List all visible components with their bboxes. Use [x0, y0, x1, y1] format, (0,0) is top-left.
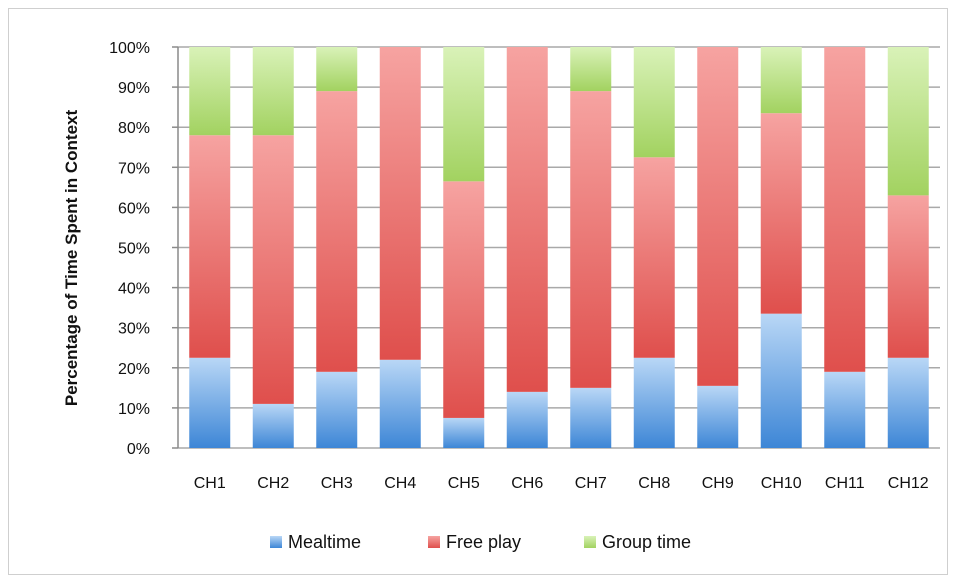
legend-label: Free play — [446, 532, 521, 552]
bar-mealtime — [379, 359, 421, 448]
y-tick-label: 10% — [118, 401, 150, 418]
bar-free-play — [379, 47, 421, 360]
bar-mealtime — [252, 403, 294, 448]
x-tick-label: CH6 — [511, 475, 543, 492]
bar-group-time — [760, 47, 802, 114]
legend-label: Group time — [602, 532, 691, 552]
bar-mealtime — [189, 357, 231, 448]
bar-free-play — [443, 181, 485, 418]
bar-group-time — [633, 47, 675, 158]
y-tick-label: 60% — [118, 200, 150, 217]
y-tick-label: 20% — [118, 361, 150, 378]
bars — [189, 47, 929, 448]
x-tick-label: CH3 — [321, 475, 353, 492]
bar-free-play — [824, 47, 866, 372]
y-tick-label: 50% — [118, 241, 150, 258]
x-tick-label: CH1 — [194, 475, 226, 492]
bar-free-play — [570, 91, 612, 388]
bar-group-time — [570, 47, 612, 92]
bar-mealtime — [316, 371, 358, 448]
y-tick-label: 90% — [118, 80, 150, 97]
bar-free-play — [506, 47, 548, 392]
bar-free-play — [252, 135, 294, 404]
bar-free-play — [760, 113, 802, 314]
bar-mealtime — [443, 417, 485, 448]
bar-free-play — [887, 195, 929, 358]
bar-mealtime — [697, 385, 739, 448]
bar-mealtime — [887, 357, 929, 448]
bar-mealtime — [570, 387, 612, 448]
legend-label: Mealtime — [288, 532, 361, 552]
bar-mealtime — [824, 371, 866, 448]
x-tick-label: CH12 — [888, 475, 929, 492]
bar-group-time — [252, 47, 294, 136]
x-tick-label: CH5 — [448, 475, 480, 492]
x-tick-label: CH4 — [384, 475, 416, 492]
y-axis-label: Percentage of Time Spent in Context — [62, 110, 81, 407]
axes: 0% 10% 20% 30% 40% 50% 60% 70% 80% 90% 100% CH1 CH2 C… — [109, 40, 929, 492]
x-tick-label: CH2 — [257, 475, 289, 492]
bar-group-time — [189, 47, 231, 136]
bar-group-time — [316, 47, 358, 92]
y-tick-label: 80% — [118, 120, 150, 137]
x-tick-label: CH11 — [825, 475, 865, 492]
y-tick-label: 40% — [118, 281, 150, 298]
x-tick-label: CH7 — [575, 475, 607, 492]
bar-mealtime — [760, 313, 802, 448]
y-tick-label: 0% — [127, 441, 150, 458]
bar-free-play — [316, 91, 358, 372]
legend-swatch — [428, 536, 440, 548]
bar-mealtime — [506, 391, 548, 448]
legend-swatch — [270, 536, 282, 548]
x-tick-label: CH8 — [638, 475, 670, 492]
y-tick-label: 70% — [118, 160, 150, 177]
bar-group-time — [887, 47, 929, 196]
legend: Mealtime Free play Group time — [270, 532, 691, 552]
bar-free-play — [697, 47, 739, 386]
bar-mealtime — [633, 357, 675, 448]
bar-free-play — [189, 135, 231, 358]
bar-free-play — [633, 157, 675, 358]
gridlines — [178, 46, 940, 449]
bar-group-time — [443, 47, 485, 182]
y-tick-label: 30% — [118, 321, 150, 338]
x-tick-label: CH9 — [702, 475, 734, 492]
legend-swatch — [584, 536, 596, 548]
y-tick-label: 100% — [109, 40, 150, 57]
x-tick-label: CH10 — [761, 475, 802, 492]
